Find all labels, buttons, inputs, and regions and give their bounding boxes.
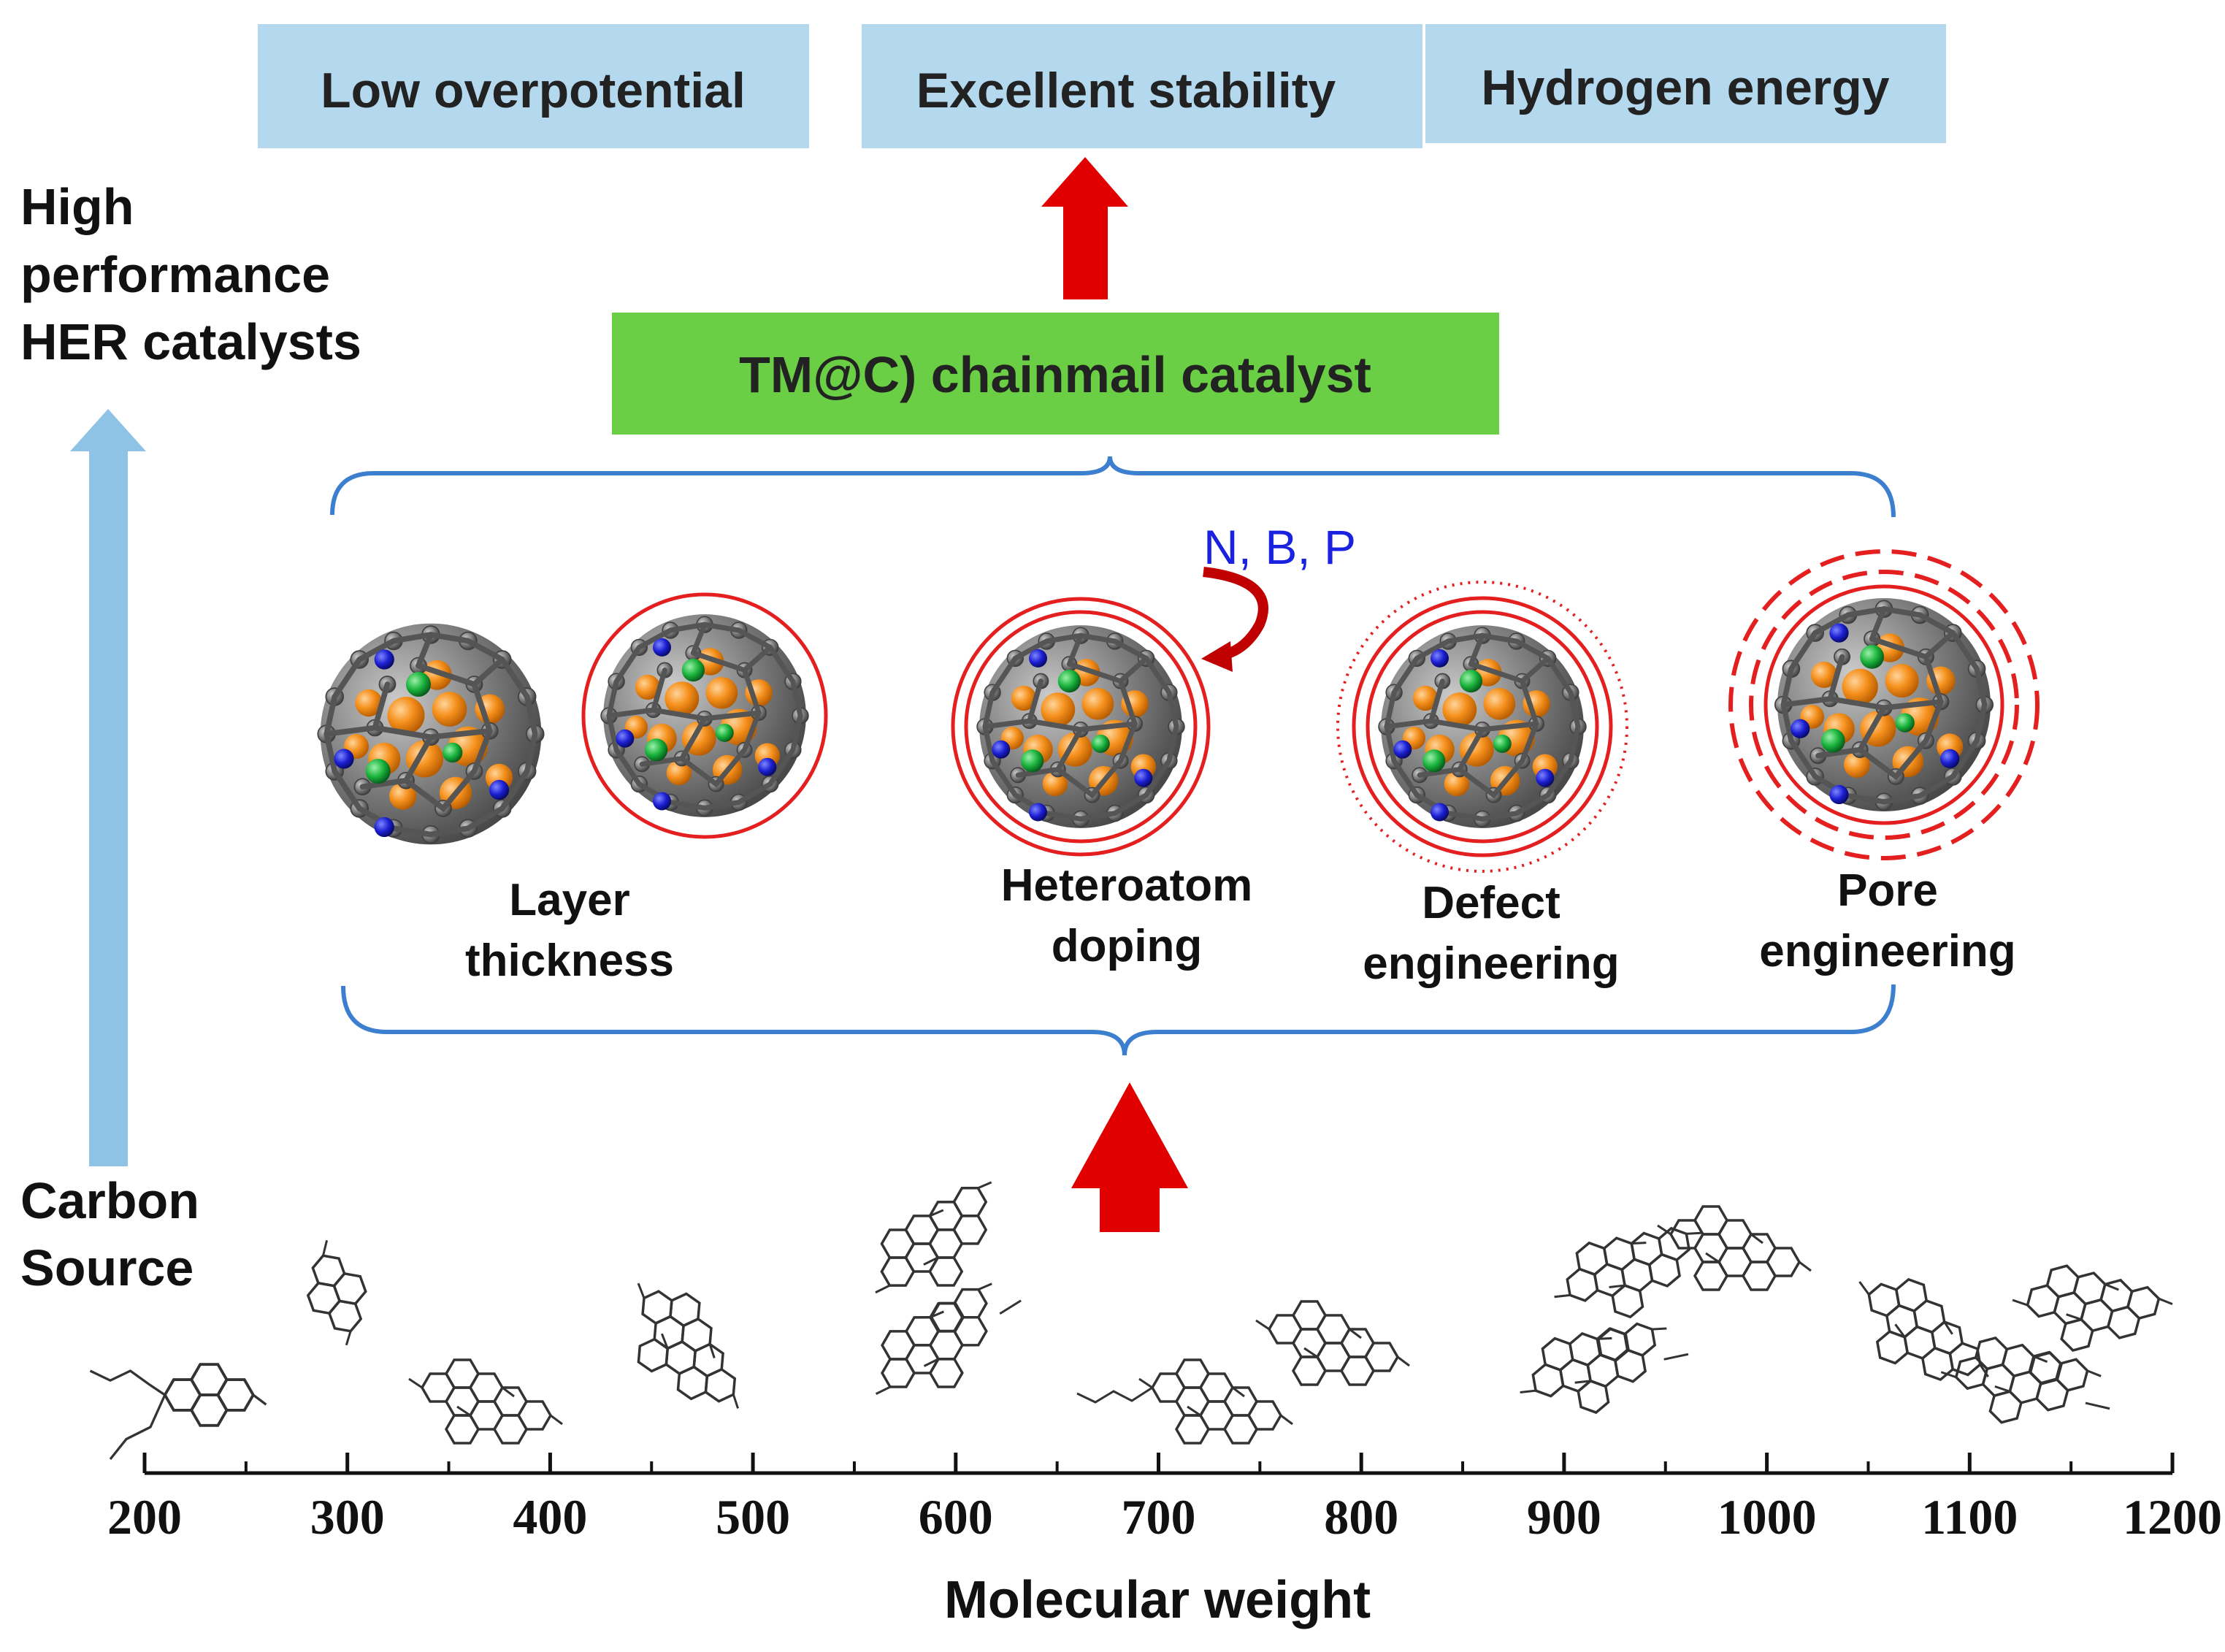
bottom-curly-bracket: [341, 984, 1896, 1056]
axis-tick-label: 900: [1527, 1489, 1601, 1545]
blue-progress-arrow: [70, 409, 146, 1166]
catalyst-label: TM@C) chainmail catalyst: [739, 346, 1371, 403]
side-label-line-2: performance: [20, 246, 330, 303]
strategy-label-layer-2: thickness: [465, 936, 674, 986]
outcome-box-low-overpotential: Low overpotential: [258, 24, 809, 148]
axis-tick-label: 1100: [1921, 1489, 2018, 1545]
dopant-arrow-head: [1201, 641, 1233, 672]
x-axis-title: Molecular weight: [944, 1571, 1371, 1629]
strategy-label-heteroatom-2: doping: [1052, 921, 1203, 971]
axis-tick-label: 300: [310, 1489, 385, 1545]
nanocage-bare: [318, 624, 543, 845]
carbon-source-line-1: Carbon: [20, 1172, 199, 1229]
strategy-label-pore-2: engineering: [1759, 926, 2015, 976]
axis-tick-label: 1000: [1717, 1489, 1817, 1545]
red-up-arrow-top: [1041, 157, 1128, 299]
axis-tick-label: 1200: [2123, 1489, 2222, 1545]
axis-tick-label: 700: [1122, 1489, 1196, 1545]
x-axis: 200 300 400 500 600 700 800 900 1000 1100 1200: [107, 1453, 2222, 1545]
molecule-structures: [89, 1150, 2194, 1461]
outcome-label: Excellent stability: [916, 63, 1336, 118]
axis-tick-label: 200: [107, 1489, 182, 1545]
catalyst-box: TM@C) chainmail catalyst: [612, 313, 1499, 435]
strategy-label-layer: Layer: [509, 875, 629, 925]
outcome-box-hydrogen-energy: Hydrogen energy: [1425, 24, 1946, 143]
strategy-label-heteroatom: Heteroatom: [1001, 860, 1253, 911]
axis-tick-label: 800: [1324, 1489, 1398, 1545]
strategy-label-defect-2: engineering: [1363, 938, 1619, 989]
nanocage-defect: [1336, 581, 1628, 873]
axis-tick-label: 600: [919, 1489, 993, 1545]
nanocage-thin-layer: [581, 592, 828, 839]
strategy-label-pore: Pore: [1837, 865, 1938, 916]
axis-tick-label: 500: [716, 1489, 790, 1545]
dopant-curved-arrow: [1203, 567, 1268, 661]
strategy-label-defect: Defect: [1422, 878, 1560, 928]
side-label-line-3: HER catalysts: [20, 313, 361, 370]
outcome-label: Low overpotential: [321, 63, 746, 118]
axis-tick-label: 400: [513, 1489, 587, 1545]
outcome-label: Hydrogen energy: [1481, 60, 1889, 115]
dopant-label: N, B, P: [1203, 520, 1356, 574]
outcome-box-excellent-stability: Excellent stability: [862, 24, 1422, 148]
carbon-source-line-2: Source: [20, 1239, 194, 1296]
side-label-line-1: High: [20, 178, 134, 235]
nanocage-pore: [1728, 549, 2040, 860]
nanocage-heteroatom-doped: [951, 597, 1211, 857]
top-curly-bracket: [330, 456, 1896, 518]
red-up-arrow-bottom: [1071, 1082, 1188, 1232]
